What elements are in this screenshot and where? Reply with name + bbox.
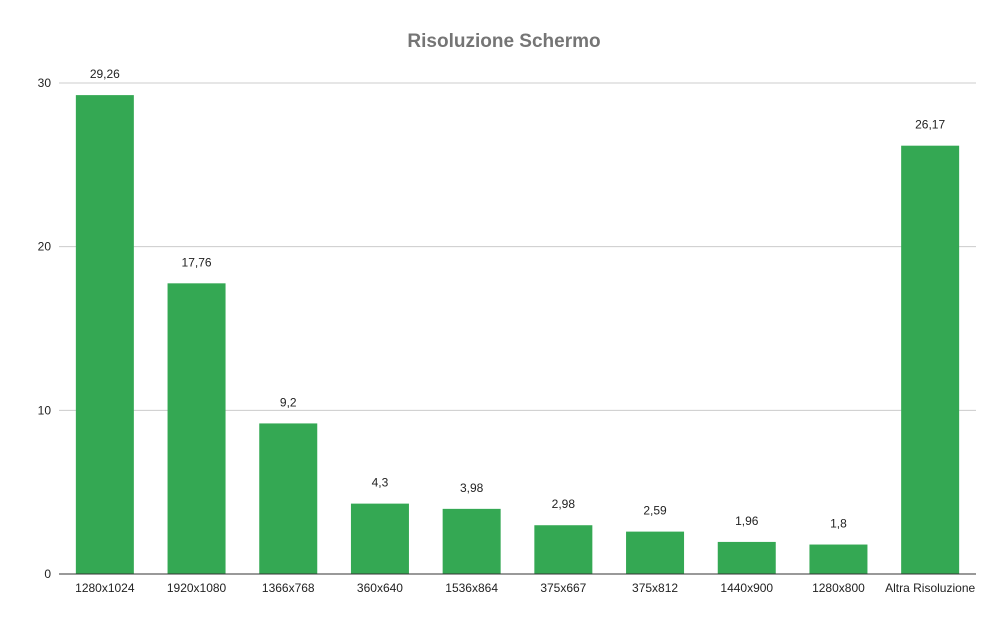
bars bbox=[75, 95, 960, 575]
bar bbox=[809, 544, 868, 574]
bar bbox=[534, 525, 593, 574]
category-label: 1440x900 bbox=[720, 581, 773, 595]
category-label: 1280x1024 bbox=[75, 581, 135, 595]
data-label: 2,59 bbox=[643, 504, 667, 518]
category-label: 1366x768 bbox=[262, 581, 315, 595]
bar bbox=[717, 541, 776, 574]
category-label: 360x640 bbox=[357, 581, 403, 595]
data-label: 17,76 bbox=[182, 255, 212, 269]
category-label: 1280x800 bbox=[812, 581, 865, 595]
data-label: 4,3 bbox=[372, 476, 389, 490]
data-label: 9,2 bbox=[280, 395, 297, 409]
y-tick-label: 30 bbox=[38, 76, 52, 90]
data-label: 2,98 bbox=[552, 497, 576, 511]
data-label: 29,26 bbox=[90, 67, 120, 81]
category-label: 1536x864 bbox=[445, 581, 498, 595]
category-label: Altra Risoluzione bbox=[885, 581, 975, 595]
bar bbox=[626, 531, 685, 574]
bar bbox=[442, 508, 501, 574]
bar bbox=[901, 145, 960, 574]
y-tick-label: 0 bbox=[44, 567, 51, 581]
bar bbox=[350, 503, 409, 574]
category-label: 375x812 bbox=[632, 581, 678, 595]
y-tick-label: 10 bbox=[38, 403, 52, 417]
data-label: 3,98 bbox=[460, 481, 484, 495]
bar bbox=[167, 283, 226, 574]
chart-title: Risoluzione Schermo bbox=[407, 31, 601, 52]
bar bbox=[75, 95, 134, 575]
data-label: 26,17 bbox=[915, 118, 945, 132]
data-label: 1,96 bbox=[735, 514, 759, 528]
data-label: 1,8 bbox=[830, 517, 847, 531]
data-labels: 29,26 17,76 9,2 4,3 3,98 2,98 2,59 1,96 1,8 26,17 bbox=[90, 67, 946, 530]
y-tick-label: 20 bbox=[38, 240, 52, 254]
category-label: 1920x1080 bbox=[167, 581, 227, 595]
y-axis-ticks: 0 10 20 30 bbox=[38, 76, 52, 581]
category-label: 375x667 bbox=[540, 581, 586, 595]
x-axis-categories: 1280x1024 1920x1080 1366x768 360x640 1536x86… bbox=[75, 581, 975, 595]
bar bbox=[259, 423, 318, 574]
